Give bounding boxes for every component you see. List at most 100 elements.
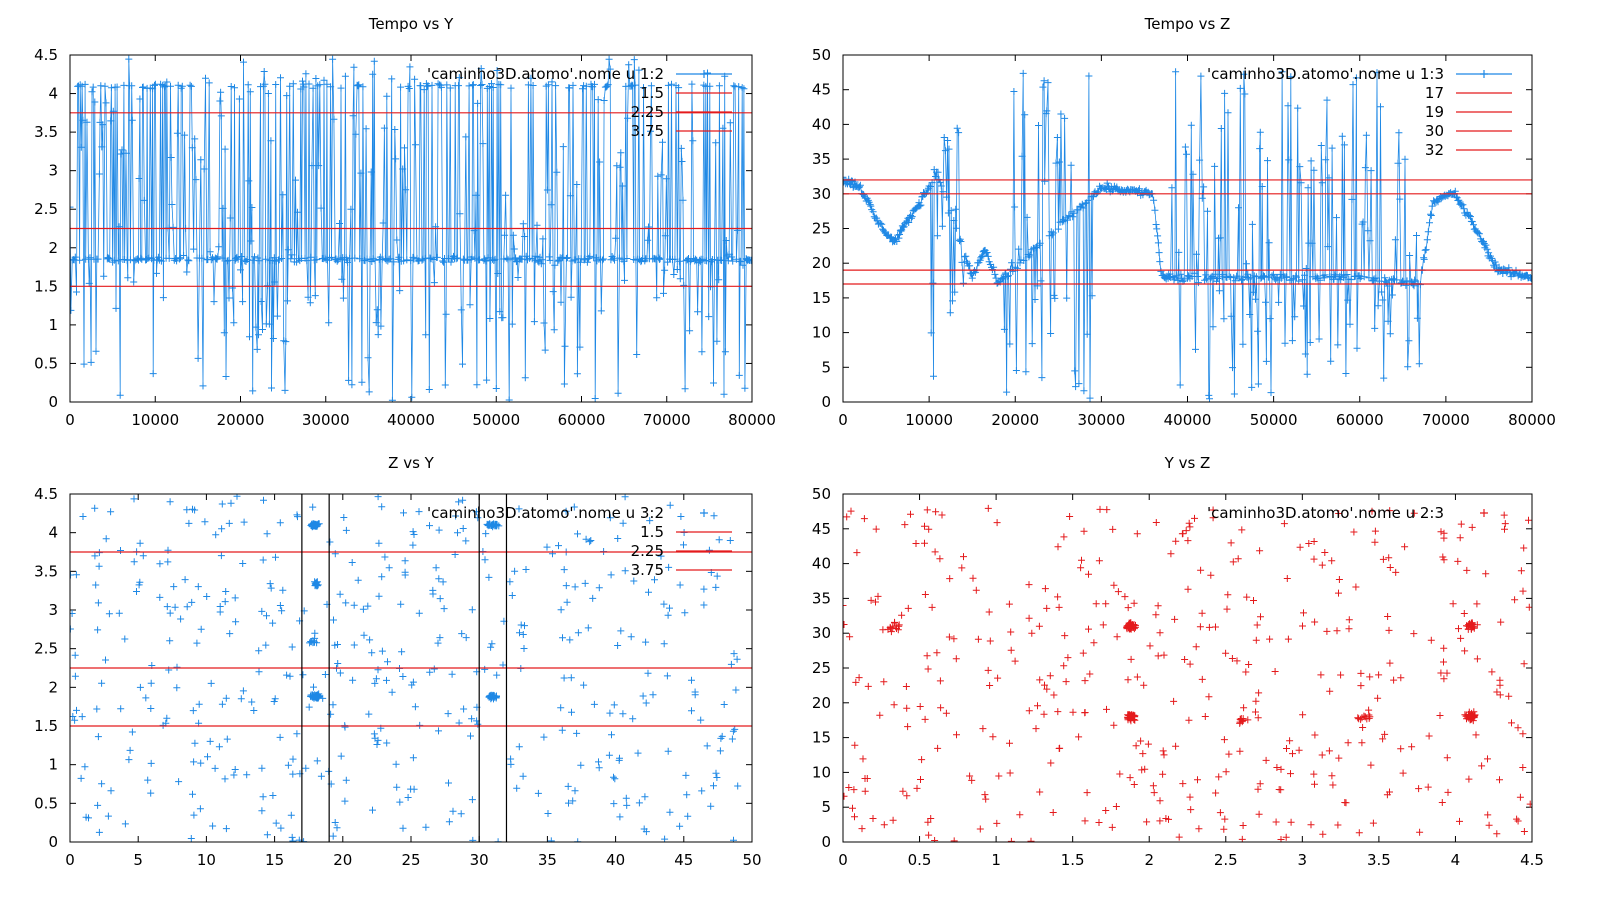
chart-title: Tempo vs Y	[368, 15, 454, 33]
legend-label: 1.5	[640, 523, 664, 541]
legend-entry: 'caminho3D.atomo'.nome u 1:2	[427, 65, 732, 83]
x-tick-label: 80000	[728, 411, 776, 429]
x-tick-label: 15	[265, 851, 284, 869]
x-tick-label: 2	[1144, 851, 1154, 869]
series-points	[843, 504, 1532, 842]
series-points	[70, 55, 752, 402]
y-tick-label: 25	[812, 659, 831, 677]
y-tick-label: 1	[48, 316, 58, 334]
y-tick-label: 1.5	[34, 277, 58, 295]
chart-title: Tempo vs Z	[1144, 15, 1231, 33]
legend-label: 'caminho3D.atomo'.nome u 1:2	[427, 65, 664, 83]
y-tick-label: 20	[812, 694, 831, 712]
legend-entry: 32	[1425, 141, 1512, 159]
plot-area	[70, 55, 752, 402]
x-tick-label: 20	[333, 851, 352, 869]
y-tick-label: 10	[812, 324, 831, 342]
chart-panel: Y vs Z 0 5 10 15 20 25 30 35 40 45 50 0 0.5 1 1.5 2 2.5 3 3…	[812, 454, 1544, 869]
y-tick-label: 4.5	[34, 485, 58, 503]
legend-marker	[1480, 70, 1488, 78]
plot-frame	[69, 493, 753, 843]
legend-label: 3.75	[631, 561, 664, 579]
legend-entry: 17	[1425, 84, 1512, 102]
x-tick-label: 70000	[643, 411, 691, 429]
y-tick-label: 25	[812, 220, 831, 238]
y-tick-label: 0.5	[34, 794, 58, 812]
x-tick-label: 50000	[1250, 411, 1298, 429]
y-tick-label: 0	[48, 833, 58, 851]
legend-entry: 2.25	[631, 103, 732, 121]
y-tick-label: 50	[812, 485, 831, 503]
plot-frame	[842, 493, 1533, 843]
y-tick-label: 0	[48, 393, 58, 411]
legend-label: 'caminho3D.atomo'.nome u 2:3	[1207, 504, 1444, 522]
x-tick-label: 25	[401, 851, 420, 869]
x-tick-label: 30000	[1078, 411, 1126, 429]
legend-label: 17	[1425, 84, 1444, 102]
x-tick-label: 40000	[387, 411, 435, 429]
y-tick-label: 50	[812, 46, 831, 64]
legend-entry: 'caminho3D.atomo'.nome u 1:3	[1207, 65, 1512, 83]
y-tick-label: 5	[821, 358, 831, 376]
x-tick-label: 30	[470, 851, 489, 869]
x-tick-label: 1	[991, 851, 1001, 869]
x-tick-label: 5	[133, 851, 143, 869]
y-tick-label: 20	[812, 254, 831, 272]
x-tick-label: 20000	[991, 411, 1039, 429]
legend-label: 32	[1425, 141, 1444, 159]
legend-entry: 3.75	[631, 122, 732, 140]
y-tick-label: 4.5	[34, 46, 58, 64]
x-tick-label: 3.5	[1367, 851, 1391, 869]
x-tick-label: 70000	[1422, 411, 1470, 429]
series-points	[70, 494, 742, 842]
plot-area	[843, 68, 1532, 402]
legend-entry: 3.75	[631, 561, 732, 579]
y-tick-label: 40	[812, 115, 831, 133]
legend-label: 30	[1425, 122, 1444, 140]
y-tick-label: 45	[812, 81, 831, 99]
series-line	[843, 71, 1532, 399]
y-tick-label: 15	[812, 729, 831, 747]
chart-panel: Z vs Y 0 0.5 1 1.5 2 2.5 3 3.5 4 4.5 0 5 10 15 20 25 30 35…	[34, 454, 761, 869]
y-tick-label: 1	[48, 756, 58, 774]
y-tick-label: 30	[812, 624, 831, 642]
x-tick-label: 60000	[558, 411, 606, 429]
y-tick-label: 2.5	[34, 640, 58, 658]
legend-entry: 2.25	[631, 542, 732, 560]
legend-entry: 30	[1425, 122, 1512, 140]
legend-entry: 'caminho3D.atomo'.nome u 3:2	[427, 504, 708, 522]
legend-entry: 1.5	[640, 523, 732, 541]
legend-label: 19	[1425, 103, 1444, 121]
x-tick-label: 10000	[905, 411, 953, 429]
legend-entry: 'caminho3D.atomo'.nome u 2:3	[1207, 504, 1488, 522]
y-tick-label: 35	[812, 589, 831, 607]
y-tick-label: 35	[812, 150, 831, 168]
x-tick-label: 40000	[1164, 411, 1212, 429]
y-tick-label: 3	[48, 601, 58, 619]
chart-panel: Tempo vs Y 0 0.5 1 1.5 2 2.5 3 3.5 4 4.5 0 10000 2000…	[34, 15, 776, 429]
legend-label: 3.75	[631, 122, 664, 140]
x-tick-label: 4.5	[1520, 851, 1544, 869]
y-tick-label: 4	[48, 524, 58, 542]
x-tick-label: 0	[65, 411, 75, 429]
x-tick-label: 10	[197, 851, 216, 869]
legend-marker	[1480, 509, 1488, 517]
x-tick-label: 0.5	[908, 851, 932, 869]
y-tick-label: 2	[48, 239, 58, 257]
legend-label: 2.25	[631, 103, 664, 121]
x-tick-label: 50	[742, 851, 761, 869]
legend-label: 2.25	[631, 542, 664, 560]
y-tick-label: 0	[821, 833, 831, 851]
x-tick-label: 10000	[131, 411, 179, 429]
y-tick-label: 4	[48, 85, 58, 103]
x-tick-label: 30000	[302, 411, 350, 429]
y-tick-label: 40	[812, 555, 831, 573]
y-tick-label: 45	[812, 520, 831, 538]
plot-frame	[842, 54, 1533, 403]
legend-entry: 19	[1425, 103, 1512, 121]
chart-panel: Tempo vs Z 0 5 10 15 20 25 30 35 40 45 50 0 10000 2000…	[812, 15, 1556, 429]
y-tick-label: 0	[821, 393, 831, 411]
x-tick-label: 40	[606, 851, 625, 869]
y-tick-label: 2	[48, 678, 58, 696]
legend-marker	[700, 70, 708, 78]
